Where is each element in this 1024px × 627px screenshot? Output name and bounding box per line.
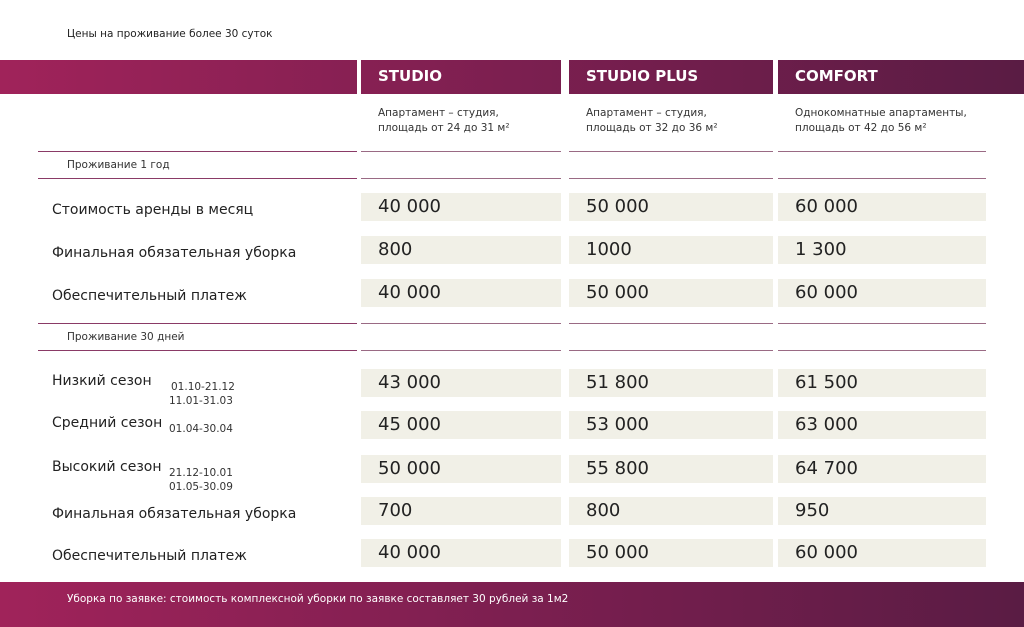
rule [569,323,773,324]
rule [361,151,561,152]
price-cell [778,411,986,439]
row-label: Средний сезон [52,415,163,431]
price-cell [778,193,986,221]
price-value: 950 [795,500,830,521]
row-dates: 21.12-10.01 [169,467,233,479]
rule [778,323,986,324]
price-cell [361,455,561,483]
band-gap [357,60,361,94]
section-title: Проживание 30 дней [67,331,185,343]
column-description: Апартамент – студия, [378,107,499,119]
price-cell [778,279,986,307]
price-value: 43 000 [378,372,441,393]
price-cell [778,539,986,567]
row-dates: 01.05-30.09 [169,481,233,493]
column-description: площадь от 42 до 56 м² [795,122,927,134]
row-dates: 11.01-31.03 [169,395,233,407]
rule [361,350,561,351]
price-cell [361,539,561,567]
price-value: 60 000 [795,542,858,563]
price-cell [778,369,986,397]
band-gap [561,60,569,94]
price-value: 51 800 [586,372,649,393]
price-cell [361,369,561,397]
row-label: Стоимость аренды в месяц [52,202,254,218]
row-label: Обеспечительный платеж [52,548,247,564]
column-header: STUDIO PLUS [586,67,699,85]
price-value: 64 700 [795,458,858,479]
price-value: 50 000 [586,282,649,303]
rule [361,178,561,179]
price-cell [361,236,561,264]
rule [778,151,986,152]
rule [778,350,986,351]
price-value: 55 800 [586,458,649,479]
column-description: Апартамент – студия, [586,107,707,119]
price-value: 50 000 [586,542,649,563]
rule [569,350,773,351]
price-value: 800 [586,500,621,521]
rule [778,178,986,179]
price-cell [361,497,561,525]
row-label: Финальная обязательная уборка [52,506,297,522]
price-cell [361,279,561,307]
price-value: 60 000 [795,282,858,303]
price-cell [778,497,986,525]
price-value: 50 000 [586,196,649,217]
rule [569,151,773,152]
row-label: Обеспечительный платеж [52,288,247,304]
price-cell [569,455,773,483]
band-gap [773,60,778,94]
price-value: 1 300 [795,239,847,260]
page-title: Цены на проживание более 30 суток [67,28,273,40]
price-value: 700 [378,500,413,521]
price-cell [569,193,773,221]
price-cell [569,369,773,397]
price-value: 40 000 [378,542,441,563]
column-description: площадь от 32 до 36 м² [586,122,718,134]
price-cell [361,411,561,439]
row-label: Высокий сезон [52,459,162,475]
price-value: 53 000 [586,414,649,435]
price-cell [569,539,773,567]
section-title: Проживание 1 год [67,159,170,171]
footer-band [0,582,1024,627]
price-cell [361,193,561,221]
price-value: 60 000 [795,196,858,217]
rule [361,323,561,324]
footer-text: Уборка по заявке: стоимость комплексной … [67,593,569,605]
price-cell [778,455,986,483]
price-value: 50 000 [378,458,441,479]
row-label: Низкий сезон [52,373,152,389]
price-value: 63 000 [795,414,858,435]
price-value: 800 [378,239,413,260]
row-label: Финальная обязательная уборка [52,245,297,261]
row-dates: 01.10-21.12 [171,381,235,393]
column-description: Однокомнатные апартаменты, [795,107,967,119]
rule [38,178,357,179]
column-header: COMFORT [795,67,878,85]
column-description: площадь от 24 до 31 м² [378,122,510,134]
price-value: 45 000 [378,414,441,435]
price-cell [778,236,986,264]
column-header: STUDIO [378,67,442,85]
price-value: 40 000 [378,196,441,217]
price-cell [569,411,773,439]
price-cell [569,236,773,264]
price-cell [569,497,773,525]
rule [569,178,773,179]
rule [38,151,357,152]
rule [38,323,357,324]
price-value: 61 500 [795,372,858,393]
row-dates: 01.04-30.04 [169,423,233,435]
price-value: 1000 [586,239,632,260]
price-value: 40 000 [378,282,441,303]
rule [38,350,357,351]
header-band [0,60,1024,94]
price-cell [569,279,773,307]
